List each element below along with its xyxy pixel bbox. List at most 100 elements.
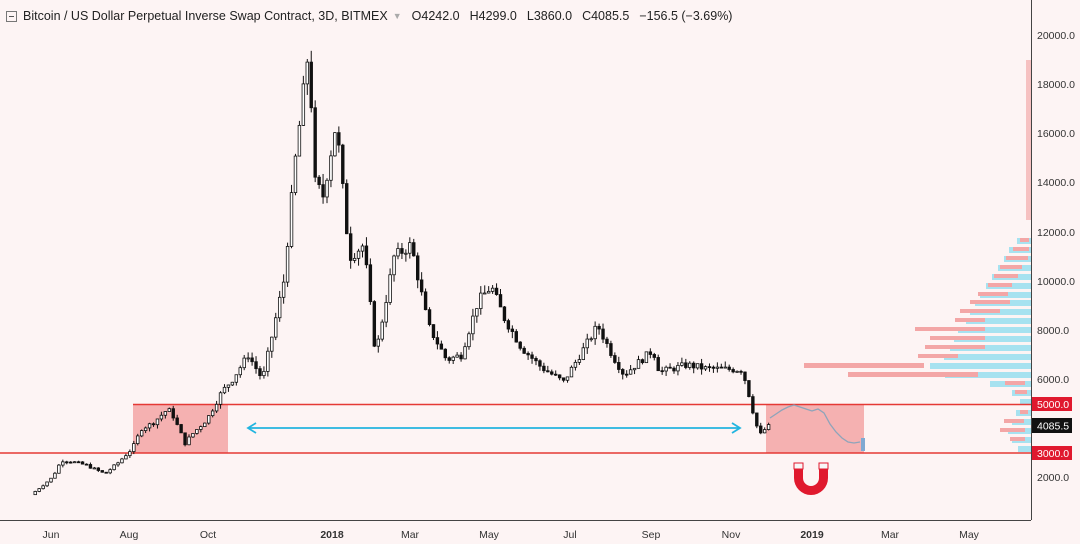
candle-body [471, 315, 475, 335]
candle-body [92, 467, 97, 470]
candle-body [743, 371, 747, 381]
candle-body [207, 415, 211, 424]
ohlc-close: C4085.5 [582, 9, 629, 23]
candle-body [218, 392, 223, 405]
candle-body [550, 371, 554, 375]
candle-body [33, 491, 37, 496]
candle-body [692, 362, 696, 369]
price-badge-lower: 3000.0 [1032, 446, 1072, 460]
candle-body [230, 381, 235, 386]
candle-body [412, 242, 416, 257]
candle-body [49, 477, 53, 483]
candle-body [384, 302, 388, 323]
candle-body [494, 287, 499, 295]
candle-body [636, 359, 641, 369]
candle-body [644, 351, 649, 364]
candle-body [250, 357, 254, 363]
candle-body [132, 443, 136, 452]
candle-body [569, 366, 574, 378]
candle-body [396, 248, 400, 257]
candle-body [490, 287, 495, 292]
x-tick-label: Mar [881, 529, 900, 541]
y-tick-label: 12000.0 [1037, 227, 1075, 239]
candle-body [167, 408, 171, 412]
candle-body [660, 370, 664, 373]
x-tick-label: Aug [120, 529, 139, 541]
candle-body [45, 481, 49, 487]
candle-body [281, 281, 286, 298]
candle-body [699, 363, 704, 370]
ohlc-high-value: 4299.0 [478, 9, 517, 23]
candle-body [640, 359, 645, 364]
candle-body [72, 461, 77, 464]
collapse-icon[interactable] [6, 10, 17, 22]
candle-body [703, 366, 708, 370]
candle-body [695, 363, 700, 369]
candle-body [388, 274, 392, 303]
candle-body [617, 362, 621, 370]
candle-body [573, 361, 578, 368]
candle-body [534, 358, 538, 362]
symbol-title[interactable]: Bitcoin / US Dollar Perpetual Inverse Sw… [23, 9, 388, 23]
candle-body [624, 373, 629, 376]
candle-body [337, 132, 341, 146]
candle-body [116, 462, 120, 466]
ohlc-close-label: C [582, 9, 592, 23]
ohlc-close-value: 4085.5 [591, 9, 630, 23]
candle-body [96, 467, 101, 471]
last-price-candle [861, 438, 865, 451]
candle-body [120, 458, 124, 464]
x-tick-label: Nov [722, 529, 741, 541]
candle-body [735, 370, 739, 373]
y-tick-label: 10000.0 [1037, 276, 1075, 288]
candle-body [439, 343, 444, 350]
candle-body [88, 464, 93, 469]
candle-body [368, 264, 373, 302]
time-axis: Jun Aug Oct 2018 Mar May Jul Sep Nov 201… [43, 529, 980, 541]
candle-body [191, 433, 195, 438]
candle-body [364, 245, 369, 266]
candle-body [408, 242, 412, 254]
candle-body [372, 301, 377, 347]
range-arrow[interactable] [246, 422, 742, 434]
x-tick-label: Mar [401, 529, 420, 541]
right-support-zone [766, 404, 864, 453]
candle-body [124, 455, 128, 460]
candle-body [392, 255, 396, 276]
candle-body [451, 356, 455, 361]
candle-body [325, 179, 329, 198]
candle-body [581, 347, 586, 360]
y-tick-label: 8000.0 [1037, 325, 1069, 337]
candle-body [684, 362, 688, 368]
candle-body [463, 346, 467, 360]
candle-body [514, 331, 518, 343]
candle-body [447, 357, 451, 361]
x-tick-label: Jul [563, 529, 576, 541]
candle-body [69, 461, 73, 464]
candle-body [597, 325, 601, 330]
candle-body [609, 343, 613, 356]
x-tick-label: May [959, 529, 980, 541]
ohlc-high: H4299.0 [470, 9, 517, 23]
candle-body [313, 107, 317, 178]
candle-body [672, 367, 676, 372]
candle-body [195, 429, 199, 434]
y-tick-label: 14000.0 [1037, 177, 1075, 189]
candle-body [731, 369, 735, 373]
chevron-down-icon[interactable]: ▼ [392, 11, 402, 21]
candle-body [274, 317, 278, 338]
candle-body [455, 354, 459, 358]
candle-body [751, 396, 755, 414]
candle-body [648, 351, 653, 355]
candle-body [762, 429, 767, 434]
y-tick-label: 18000.0 [1037, 79, 1075, 91]
candle-body [628, 369, 633, 375]
candle-body [179, 424, 183, 434]
candle-body [656, 357, 660, 372]
candle-body [554, 373, 558, 376]
candle-body [680, 362, 684, 366]
candle-body [266, 350, 270, 372]
candle-body [565, 376, 570, 381]
candle-body [526, 352, 530, 356]
